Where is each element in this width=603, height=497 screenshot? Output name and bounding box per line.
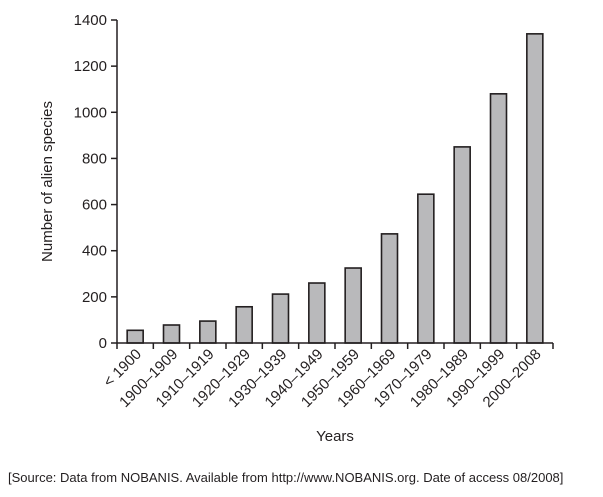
bar (344, 267, 362, 344)
y-tick-label: 600 (82, 197, 107, 214)
y-axis-ticks: 0 200 400 600 800 1000 1200 1400 (74, 12, 117, 352)
y-tick-label: 1200 (74, 58, 107, 75)
bars (126, 33, 544, 344)
bar (308, 282, 326, 344)
x-axis-ticks: < 19001900–19091910–19191920–19291930–19… (100, 343, 554, 411)
bar (162, 324, 181, 344)
y-tick-label: 1400 (74, 12, 107, 29)
y-tick-label: 800 (82, 150, 107, 167)
y-axis-title: Number of alien species (39, 101, 56, 262)
bar (417, 193, 435, 344)
source-note: [Source: Data from NOBANIS. Available fr… (8, 470, 564, 485)
bar (380, 233, 399, 344)
bar-chart: 0 200 400 600 800 1000 1200 1400 < 19001900–190… (39, 12, 554, 445)
bar (453, 146, 471, 344)
bar (235, 305, 253, 344)
x-axis-title: Years (316, 428, 354, 445)
y-tick-label: 0 (99, 335, 107, 352)
y-tick-label: 200 (82, 289, 107, 306)
bar (199, 320, 217, 344)
bar (126, 329, 144, 344)
y-tick-label: 400 (82, 243, 107, 260)
bar (489, 93, 508, 344)
bar (271, 293, 290, 344)
bar (526, 33, 544, 344)
y-tick-label: 1000 (74, 104, 107, 121)
